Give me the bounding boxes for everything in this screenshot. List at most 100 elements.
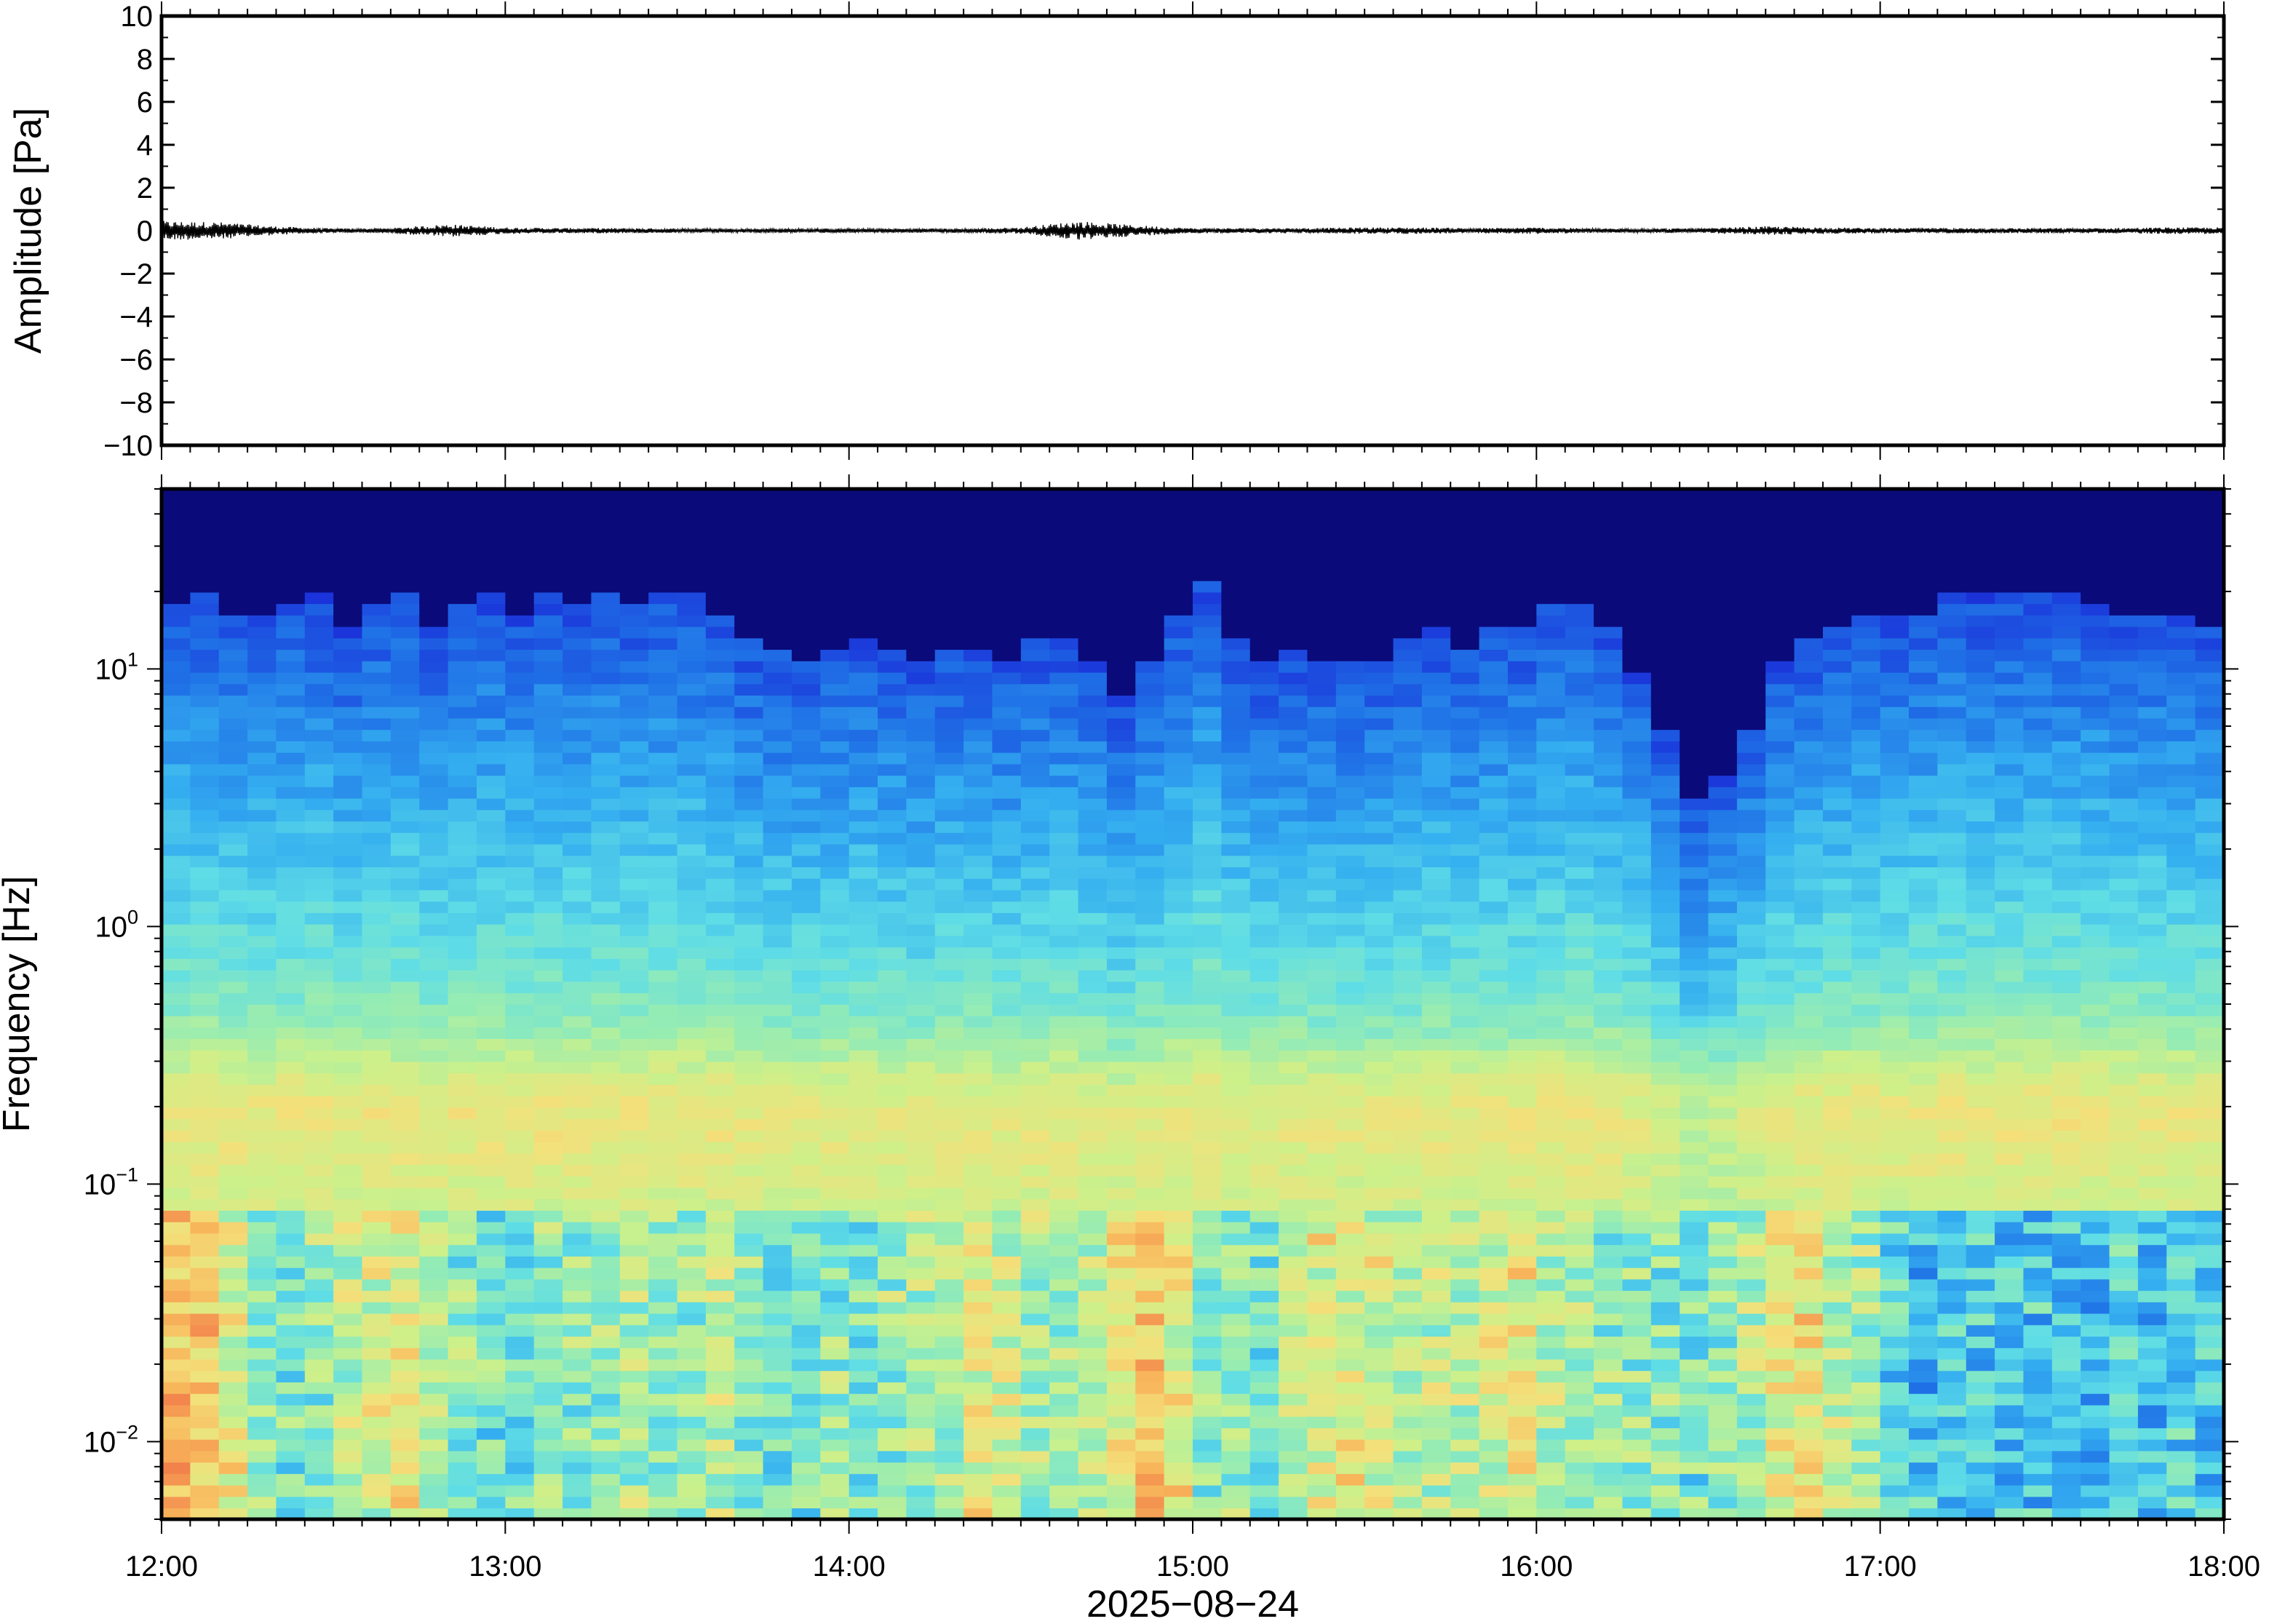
spectrogram-cell (1049, 546, 1079, 559)
spectrogram-cell (619, 1130, 649, 1142)
spectrogram-cell (763, 1084, 792, 1096)
spectrogram-cell (1221, 1221, 1251, 1234)
spectrogram-cell (791, 1130, 822, 1142)
spectrogram-cell (1507, 1290, 1538, 1302)
spectrogram-cell (763, 1336, 792, 1348)
spectrogram-cell (1164, 958, 1193, 971)
spectrogram-cell (448, 706, 477, 719)
spectrogram-cell (1193, 1221, 1223, 1234)
spectrogram-cell (1020, 1393, 1050, 1406)
spectrogram-cell (1507, 1462, 1538, 1474)
spectrogram-cell (1279, 877, 1308, 891)
spectrogram-cell (1335, 1176, 1365, 1188)
spectrogram-cell (963, 923, 993, 936)
spectrogram-cell (934, 1267, 964, 1280)
spectrogram-cell (190, 1450, 220, 1463)
spectrogram-cell (1164, 1313, 1193, 1326)
spectrogram-cell (362, 1393, 392, 1406)
spectrogram-cell (1507, 1084, 1538, 1096)
spectrogram-cell (591, 580, 621, 593)
spectrogram-cell (162, 855, 191, 867)
spectrogram-cell (763, 637, 792, 650)
spectrogram-cell (1335, 947, 1365, 959)
spectrogram-cell (1479, 1130, 1509, 1142)
spectrogram-cell (1393, 912, 1423, 925)
spectrogram-cell (849, 1438, 878, 1452)
spectrogram-cell (878, 1290, 907, 1302)
spectrogram-cell (247, 1244, 277, 1257)
spectrogram-cell (648, 569, 678, 581)
spectrogram-cell (362, 912, 392, 925)
spectrogram-cell (648, 1336, 678, 1348)
spectrogram-cell (304, 1084, 334, 1096)
spectrogram-cell (476, 969, 506, 982)
spectrogram-cell (1393, 1336, 1423, 1348)
spectrogram-cell (1393, 1358, 1423, 1372)
spectrogram-cell (1078, 1508, 1108, 1519)
spectrogram-cell (705, 1450, 736, 1463)
spectrogram-cell (304, 752, 334, 765)
spectrogram-cell (677, 1484, 707, 1497)
spectrogram-cell (619, 1176, 649, 1188)
spectrogram-cell (1078, 1370, 1108, 1382)
spectrogram-cell (591, 1267, 621, 1280)
spectrogram-cell (1680, 1358, 1709, 1372)
spectrogram-cell (247, 889, 277, 902)
spectrogram-cell (190, 787, 220, 799)
spectrogram-cell (619, 661, 649, 673)
spectrogram-cell (333, 1095, 363, 1108)
spectrogram-cell (1421, 1508, 1452, 1519)
spectrogram-cell (1421, 592, 1452, 605)
spectrogram-cell (1507, 981, 1538, 994)
spectrogram-cell (1335, 649, 1365, 661)
spectrogram-cell (1680, 1382, 1709, 1394)
spectrogram-cell (1049, 1484, 1079, 1497)
spectrogram-cell (1049, 1336, 1079, 1348)
spectrogram-cell (1249, 1187, 1279, 1200)
spectrogram-cell (791, 1027, 822, 1039)
spectrogram-cell (1049, 489, 1079, 501)
spectrogram-cell (1479, 1176, 1509, 1188)
spectrogram-cell (1450, 1393, 1480, 1406)
spectrogram-cell (934, 821, 964, 833)
spectrogram-cell (1565, 592, 1594, 605)
spectrogram-cell (648, 1118, 678, 1131)
spectrogram-cell (1622, 1244, 1652, 1257)
spectrogram-cell (362, 695, 392, 707)
spectrogram-cell (934, 901, 964, 913)
spectrogram-cell (390, 1336, 421, 1348)
spectrogram-cell (934, 489, 964, 501)
spectrogram-cell (992, 809, 1022, 822)
spectrogram-cell (533, 1164, 563, 1177)
spectrogram-cell (1135, 855, 1165, 867)
spectrogram-cell (1650, 1278, 1680, 1291)
spectrogram-cell (878, 534, 907, 547)
spectrogram-cell (563, 797, 592, 811)
spectrogram-cell (1479, 923, 1509, 936)
spectrogram-cell (820, 1473, 850, 1486)
spectrogram-cell (591, 603, 621, 616)
spectrogram-cell (849, 1198, 878, 1211)
spectrogram-cell (1565, 1072, 1594, 1085)
spectrogram-cell (1106, 1462, 1137, 1474)
spectrogram-cell (419, 855, 449, 867)
spectrogram-cell (162, 500, 191, 513)
spectrogram-cell (1020, 1176, 1050, 1188)
spectrogram-cell (563, 1256, 592, 1268)
spectrogram-cell (448, 1210, 477, 1222)
spectrogram-cell (448, 1084, 477, 1096)
spectrogram-cell (677, 637, 707, 650)
spectrogram-cell (1078, 1061, 1108, 1074)
spectrogram-cell (705, 592, 736, 605)
spectrogram-cell (1364, 603, 1394, 616)
spectrogram-cell (190, 1416, 220, 1428)
spectrogram-cell (1450, 1313, 1480, 1326)
spectrogram-cell (1249, 729, 1279, 741)
spectrogram-cell (247, 969, 277, 982)
spectrogram-cell (619, 592, 649, 605)
spectrogram-cell (419, 1508, 449, 1519)
spectrogram-cell (448, 1187, 477, 1200)
spectrogram-cell (1307, 557, 1337, 570)
spectrogram-cell (476, 1107, 506, 1120)
spectrogram-cell (677, 1072, 707, 1085)
